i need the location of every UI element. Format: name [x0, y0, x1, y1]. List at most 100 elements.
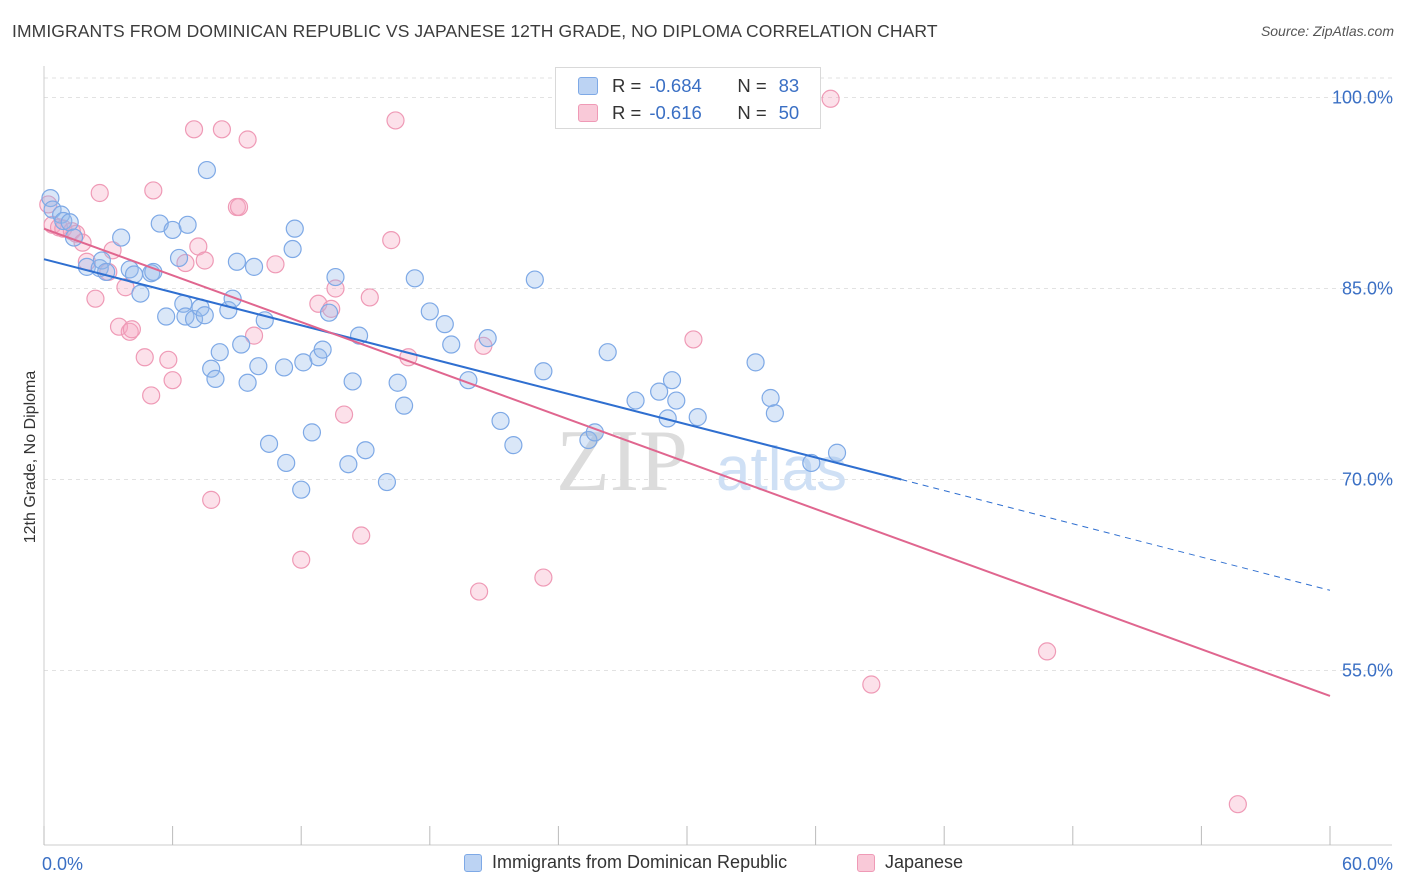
legend-label-japanese: Japanese	[885, 852, 964, 872]
point-dominican	[283, 239, 302, 259]
r-value: -0.684	[649, 75, 702, 96]
point-japanese	[821, 89, 840, 108]
point-dominican	[210, 343, 229, 362]
point-dominican	[420, 302, 439, 321]
point-dominican	[525, 270, 544, 289]
point-dominican	[319, 303, 339, 322]
point-dominican	[650, 382, 669, 401]
legend-item-japanese[interactable]: Japanese	[857, 852, 963, 873]
point-japanese	[862, 675, 881, 694]
x-tick-label: 0.0%	[42, 854, 83, 874]
point-japanese	[229, 197, 249, 217]
y-tick-label: 70.0%	[1342, 470, 1393, 490]
watermark-atlas: atlas	[716, 435, 847, 504]
point-dominican	[43, 200, 62, 219]
point-japanese	[292, 550, 311, 569]
point-dominican	[326, 267, 345, 287]
point-dominican	[827, 443, 847, 462]
point-japanese	[334, 405, 354, 424]
blue-swatch	[578, 77, 598, 95]
point-japanese	[184, 120, 204, 139]
point-dominican	[435, 315, 454, 334]
chart-title: IMMIGRANTS FROM DOMINICAN REPUBLIC VS JA…	[12, 21, 938, 41]
point-dominican	[97, 262, 116, 282]
trend-line-dominican-extrapolated	[901, 479, 1331, 591]
point-dominican	[339, 455, 358, 474]
point-japanese	[90, 183, 109, 203]
point-japanese	[159, 350, 178, 369]
legend-swatch-pink	[857, 853, 875, 872]
r-value: -0.616	[649, 102, 702, 123]
watermark: ZIP atlas	[556, 413, 847, 510]
point-japanese	[684, 330, 703, 349]
y-tick-label: 85.0%	[1342, 279, 1393, 299]
point-dominican	[197, 160, 216, 180]
point-japanese	[142, 386, 161, 405]
point-dominican	[274, 358, 294, 377]
point-japanese	[360, 288, 379, 307]
point-dominican	[377, 472, 397, 492]
point-japanese	[1037, 642, 1057, 661]
trend-line-dominican	[43, 258, 902, 481]
point-dominican	[504, 436, 523, 455]
point-dominican	[259, 434, 279, 453]
point-dominican	[184, 309, 204, 329]
point-japanese	[120, 322, 139, 341]
y-axis-label: 12th Grade, No Diploma	[22, 370, 39, 544]
y-tick-label: 100.0%	[1332, 88, 1393, 108]
point-dominican	[292, 480, 311, 499]
stats-row-dominican: R = -0.684 N = 83	[578, 73, 799, 99]
tick-labels: 100.0% 85.0% 70.0% 55.0% 0.0% 60.0%	[42, 88, 1393, 875]
stats-row-japanese: R = -0.616 N = 50	[578, 100, 799, 126]
point-dominican	[238, 373, 257, 392]
point-japanese	[195, 251, 214, 270]
point-japanese	[212, 120, 231, 139]
point-japanese	[144, 181, 163, 200]
point-dominican	[92, 251, 111, 270]
point-dominican	[112, 228, 131, 247]
point-dominican	[667, 391, 686, 410]
y-tick-label: 55.0%	[1342, 661, 1393, 681]
trend-line-japanese	[43, 227, 1331, 697]
point-dominican	[626, 391, 645, 410]
stats-legend: R = -0.684 N = 83 R = -0.616 N = 50	[555, 67, 821, 129]
point-japanese	[1228, 795, 1247, 814]
point-dominican	[534, 362, 553, 381]
point-japanese	[163, 371, 182, 390]
point-dominican	[206, 369, 225, 389]
point-japanese	[469, 582, 489, 601]
point-japanese	[386, 111, 405, 130]
point-dominican	[394, 396, 414, 415]
n-value: 50	[778, 102, 800, 123]
point-dominican	[131, 284, 150, 303]
point-dominican	[405, 269, 424, 288]
point-dominican	[478, 329, 497, 348]
point-dominican	[356, 441, 375, 460]
point-dominican	[765, 404, 784, 423]
n-label: N =	[737, 102, 767, 123]
point-dominican	[761, 388, 780, 408]
point-dominican	[746, 353, 765, 372]
legend-item-dominican[interactable]: Immigrants from Dominican Republic	[464, 852, 787, 873]
point-dominican	[277, 453, 296, 473]
point-dominican	[802, 453, 821, 473]
watermark-zip: ZIP	[556, 413, 688, 510]
point-japanese	[244, 326, 264, 345]
point-japanese	[122, 320, 141, 339]
point-dominican	[313, 340, 332, 359]
point-japanese	[534, 568, 553, 587]
point-dominican	[227, 252, 246, 271]
x-tick-label: 60.0%	[1342, 854, 1393, 874]
point-dominican	[579, 430, 598, 450]
n-value: 83	[778, 75, 800, 96]
axes	[43, 66, 1392, 846]
point-dominican	[169, 248, 189, 268]
point-dominican	[232, 335, 251, 354]
point-japanese	[86, 289, 105, 308]
trend-lines	[43, 227, 1331, 697]
point-dominican	[54, 211, 73, 231]
point-dominican	[41, 188, 60, 208]
point-dominican	[343, 372, 362, 391]
point-dominican	[491, 411, 510, 431]
